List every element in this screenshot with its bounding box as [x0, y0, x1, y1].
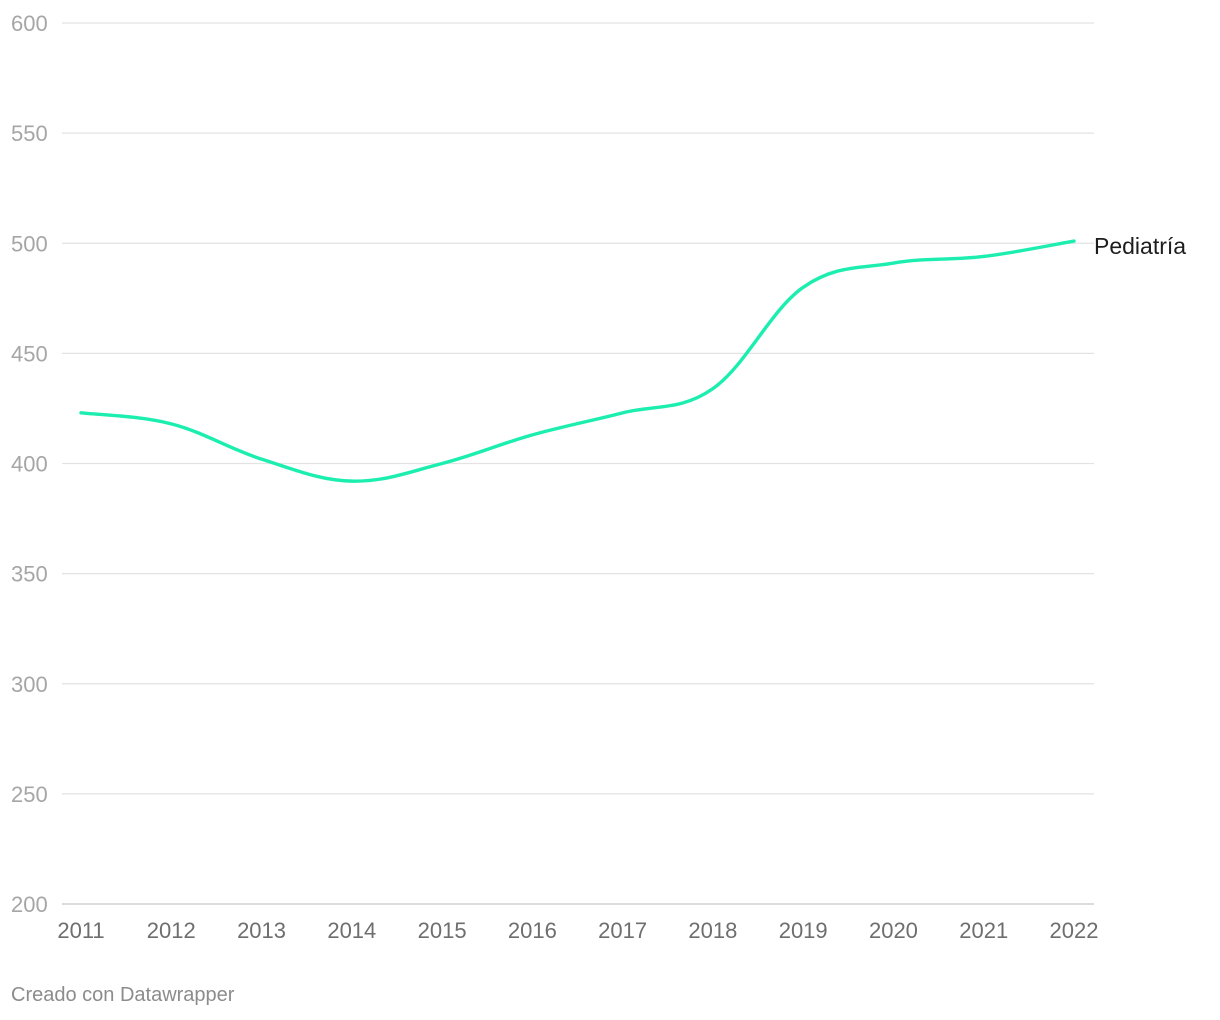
x-tick-label: 2011	[57, 918, 104, 943]
line-chart: 600 550 500 450 400 350 300 250 200 2011 2012 2013…	[11, 11, 1186, 943]
series-group: Pediatría	[79, 233, 1186, 483]
y-tick-label: 200	[11, 892, 48, 917]
series-line-0	[79, 239, 1076, 483]
x-tick-label: 2015	[418, 918, 467, 943]
y-axis-ticks: 600 550 500 450 400 350 300 250 200	[11, 11, 48, 917]
x-tick-label: 2012	[147, 918, 196, 943]
x-tick-label: 2019	[779, 918, 828, 943]
y-tick-label: 550	[11, 121, 48, 146]
x-tick-label: 2018	[688, 918, 737, 943]
y-tick-label: 450	[11, 341, 48, 366]
x-tick-label: 2013	[237, 918, 286, 943]
x-tick-label: 2020	[869, 918, 918, 943]
y-tick-label: 250	[11, 782, 48, 807]
y-tick-label: 350	[11, 562, 48, 587]
y-tick-label: 600	[11, 11, 48, 36]
series-label: Pediatría	[1094, 233, 1186, 259]
x-tick-label: 2016	[508, 918, 557, 943]
x-tick-label: 2014	[327, 918, 376, 943]
y-tick-label: 500	[11, 231, 48, 256]
x-tick-label: 2017	[598, 918, 647, 943]
footer-credit: Creado con Datawrapper	[11, 984, 235, 1006]
x-tick-label: 2022	[1050, 918, 1099, 943]
y-tick-label: 300	[11, 672, 48, 697]
x-axis-ticks: 2011 2012 2013 2014 2015 2016 2017 2018 2019 2020…	[57, 918, 1098, 943]
x-tick-label: 2021	[959, 918, 1008, 943]
y-tick-label: 400	[11, 452, 48, 477]
grid-lines	[62, 22, 1094, 905]
